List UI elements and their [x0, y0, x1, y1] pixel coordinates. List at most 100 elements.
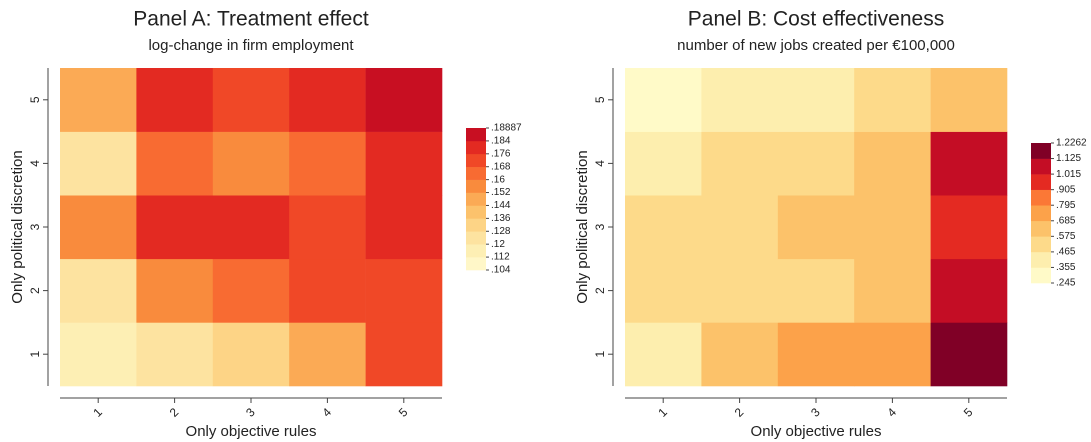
legend-swatch: [466, 205, 486, 219]
chart-subtitle: number of new jobs created per €100,000: [677, 37, 955, 54]
legend-label: .176: [491, 148, 511, 159]
heatmap-cell: [625, 258, 702, 323]
legend-swatch: [1031, 189, 1051, 206]
heatmap-cell: [854, 322, 931, 387]
x-tick-label: 5: [396, 405, 411, 420]
legend-label: .152: [491, 187, 511, 198]
heatmap-cell: [136, 131, 214, 196]
heatmap-cell: [854, 258, 931, 323]
x-tick-label: 4: [320, 405, 335, 420]
heatmap-cell: [289, 258, 366, 323]
y-tick-label: 2: [593, 287, 607, 294]
y-axis-label: Only political discretion: [574, 150, 591, 303]
x-axis-label: Only objective rules: [751, 423, 882, 440]
heatmap-cell: [625, 195, 702, 260]
legend-label: .144: [491, 200, 511, 211]
legend-swatch: [466, 192, 486, 206]
heatmap-cell: [365, 195, 443, 260]
heatmap-cell: [625, 68, 702, 132]
y-tick-label: 5: [28, 96, 42, 103]
legend-label: .136: [491, 213, 511, 224]
legend-label: .795: [1056, 200, 1076, 211]
x-tick-label: 3: [808, 405, 823, 420]
legend-label: .112: [491, 252, 510, 263]
heatmap-cell: [777, 68, 855, 132]
legend-label: .168: [491, 161, 511, 172]
legend-label: .685: [1056, 215, 1076, 226]
heatmap-cell: [136, 195, 214, 260]
heatmap-cell: [625, 131, 702, 196]
heatmap-cell: [701, 322, 779, 387]
heatmap-cell: [930, 131, 1008, 196]
y-tick-label: 1: [28, 351, 42, 358]
heatmap-cell: [701, 131, 779, 196]
legend-swatch: [466, 257, 486, 271]
legend-label: .355: [1056, 262, 1076, 273]
legend-label: .104: [491, 265, 511, 276]
legend-swatch: [1031, 236, 1051, 253]
x-tick-label: 3: [243, 405, 258, 420]
legend-label: .465: [1056, 247, 1076, 258]
heatmap-cell: [136, 322, 214, 387]
heatmap-cell: [365, 258, 443, 323]
legend-label: .245: [1056, 278, 1076, 289]
legend-swatch: [1031, 267, 1051, 284]
legend-swatch: [466, 179, 486, 193]
y-tick-label: 3: [28, 223, 42, 230]
heatmap-cell: [365, 322, 443, 387]
chart-title: Panel B: Cost effectiveness: [688, 8, 944, 31]
legend-swatch: [1031, 205, 1051, 222]
heatmap-cell: [289, 131, 366, 196]
heatmap-cell: [625, 322, 702, 387]
heatmap-cell: [289, 322, 366, 387]
legend-swatch: [1031, 174, 1051, 190]
heatmap-cell: [365, 68, 443, 132]
heatmap-cell: [777, 322, 855, 387]
x-tick-label: 4: [885, 405, 900, 420]
legend-swatch: [466, 140, 486, 155]
heatmap-cell: [212, 68, 290, 132]
y-tick-label: 1: [593, 351, 607, 358]
heatmap-cell: [777, 195, 855, 260]
heatmap-cell: [777, 258, 855, 323]
legend-swatch: [1031, 251, 1051, 268]
y-tick-label: 5: [593, 96, 607, 103]
y-tick-label: 2: [28, 287, 42, 294]
y-tick-label: 4: [28, 160, 42, 167]
heatmap-cell: [930, 258, 1008, 323]
legend-swatch: [1031, 143, 1051, 159]
legend-swatch: [1031, 220, 1051, 237]
legend-swatch: [466, 153, 486, 168]
legend-label: .128: [491, 226, 511, 237]
heatmap-cell: [212, 131, 290, 196]
heatmap-cell: [854, 195, 931, 260]
heatmap-cell: [136, 68, 214, 132]
heatmap-cell: [212, 195, 290, 260]
heatmap-cell: [60, 131, 137, 196]
heatmap-cell: [701, 68, 779, 132]
y-tick-label: 4: [593, 160, 607, 167]
y-axis-label: Only political discretion: [9, 150, 26, 303]
legend-label: .905: [1056, 184, 1076, 195]
legend-swatch: [466, 166, 486, 180]
y-tick-label: 3: [593, 223, 607, 230]
heatmap-cell: [365, 131, 443, 196]
legend-label: 1.2262: [1056, 138, 1087, 149]
heatmap-cell: [212, 322, 290, 387]
legend-label: .184: [491, 136, 511, 147]
heatmap-cell: [136, 258, 214, 323]
heatmap-cell: [212, 258, 290, 323]
legend-label: .16: [491, 174, 505, 185]
heatmap-cell: [701, 195, 779, 260]
heatmap-cell: [701, 258, 779, 323]
heatmap-cell: [60, 258, 137, 323]
legend-swatch: [1031, 158, 1051, 175]
legend-label: .575: [1056, 231, 1076, 242]
heatmap-cell: [60, 195, 137, 260]
x-tick-label: 5: [961, 405, 976, 420]
heatmap-cell: [60, 68, 137, 132]
heatmap-cell: [60, 322, 137, 387]
legend-swatch: [466, 231, 486, 245]
heatmap-cell: [854, 131, 931, 196]
